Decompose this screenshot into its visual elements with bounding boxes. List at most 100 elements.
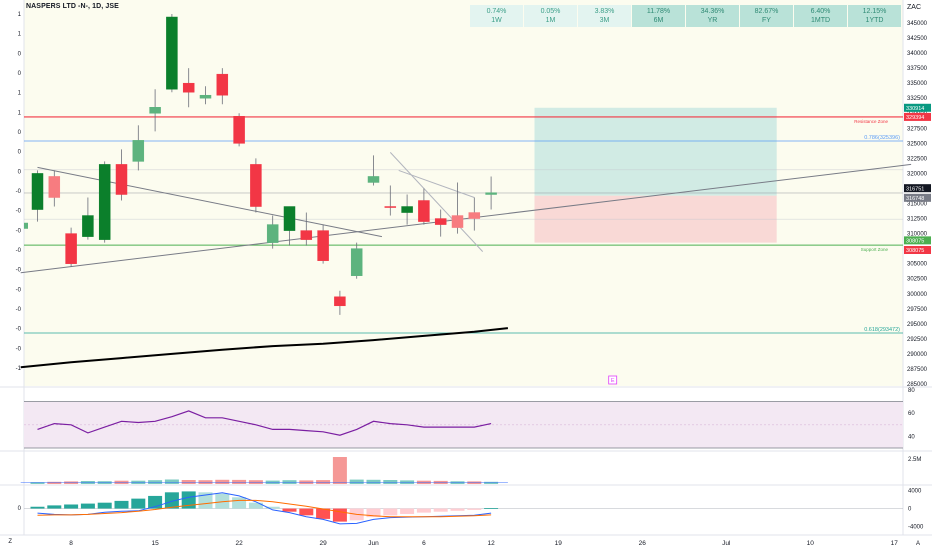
macd-histogram-bar [484, 508, 499, 509]
left-axis-label: 1 [18, 110, 22, 116]
macd-pane[interactable] [24, 491, 903, 525]
rsi-tick-label: 40 [908, 434, 915, 440]
left-lower-label: 0 [18, 506, 22, 512]
support-label: Support Zone [861, 247, 889, 252]
price-tick-label: 305000 [907, 262, 928, 268]
time-tick-label: 15 [151, 540, 159, 547]
time-tick-label: 6 [422, 540, 426, 547]
macd-histogram-bar [299, 508, 314, 516]
performance-value: 0.05% [540, 8, 561, 15]
price-tick-label: 310000 [907, 232, 928, 238]
price-pane[interactable]: Resistance Zone 0.786(325396) Support Zone… [20, 14, 912, 385]
left-axis-label: -0 [16, 189, 22, 195]
performance-period: 1MTD [810, 17, 831, 24]
price-tick-label: 335000 [907, 81, 928, 87]
support-price-badge-2: 308075 [906, 248, 924, 254]
macd-histogram-bar [467, 508, 482, 510]
macd-tick-label: 0 [908, 507, 912, 513]
trendline [398, 169, 475, 198]
candle-body [199, 94, 212, 99]
macd-histogram-bar [47, 505, 62, 509]
macd-histogram-bar [164, 492, 179, 509]
volume-bar [332, 457, 347, 484]
candle-body [31, 173, 44, 210]
trendline [389, 152, 484, 252]
macd-histogram-bar [383, 508, 398, 516]
candle-body [98, 164, 111, 240]
target-price-badge-bg [904, 103, 931, 112]
price-tick-label: 287500 [907, 367, 928, 373]
time-tick-label: 26 [639, 540, 647, 547]
price-tick-label: 345000 [907, 21, 928, 27]
performance-cell-1m: 0.05% 1M [524, 5, 577, 27]
symbol-title[interactable]: NASPERS LTD -N-, 1D, JSE [26, 3, 119, 10]
rsi-tick-label: 60 [908, 411, 915, 417]
price-tick-label: 322500 [907, 156, 928, 162]
candle-body [401, 206, 413, 213]
price-tick-label: 285000 [907, 382, 928, 388]
left-axis-label: 0 [18, 71, 22, 77]
candle-body [317, 230, 329, 261]
price-tick-label: 320000 [907, 171, 928, 177]
macd-histogram-bar [215, 493, 230, 509]
macd-histogram-bar [181, 491, 196, 509]
left-axis-label: -0 [16, 268, 22, 274]
fib-618-label: 0.618(293472) [864, 327, 900, 333]
macd-histogram-bar [450, 508, 465, 511]
last-price-badge: 316751 [906, 186, 924, 192]
performance-cell-3m: 3.83% 3M [578, 5, 631, 27]
volume-bar [316, 480, 331, 484]
performance-value: 82.67% [754, 8, 779, 15]
long-position-target-zone [534, 107, 777, 196]
volume-pane[interactable] [20, 457, 508, 484]
candle-body [132, 140, 145, 162]
time-tick-label: 10 [807, 540, 815, 547]
left-axis-label: 0 [18, 130, 22, 136]
macd-histogram-bar [282, 508, 297, 512]
left-axis-label: -0 [16, 209, 22, 215]
candle-body [434, 218, 447, 225]
left-axis-label: 1 [18, 91, 22, 97]
performance-value: 34.36% [700, 8, 725, 15]
time-tick-label: 19 [555, 540, 563, 547]
macd-histogram-bar [30, 506, 45, 509]
performance-period: 6M [653, 17, 664, 24]
performance-period: FY [762, 17, 771, 24]
axes-layer: 3450003425003400003375003350003325003300… [8, 12, 931, 547]
price-tick-label: 295000 [907, 322, 928, 328]
price-tick-label: 337500 [907, 66, 928, 72]
volume-bar [215, 479, 230, 484]
left-axis-label: -0 [16, 307, 22, 313]
time-tick-label: 12 [487, 540, 495, 547]
currency-label: ZAC [907, 4, 921, 11]
macd-histogram-bar [131, 498, 146, 509]
left-axis-label: -0 [16, 228, 22, 234]
left-axis-label: 1 [18, 12, 22, 18]
volume-bar [366, 479, 381, 484]
trendline [37, 166, 382, 238]
performance-period: 3M [599, 17, 610, 24]
performance-cell-1mtd: 6.40% 1MTD [794, 5, 847, 27]
price-tick-label: 327500 [907, 126, 928, 132]
performance-period: 1W [491, 17, 502, 24]
macd-histogram-bar [114, 500, 129, 509]
left-axis-label: -0 [16, 248, 22, 254]
volume-bar [383, 480, 398, 484]
candle-body [250, 164, 262, 207]
performance-cell-1w: 0.74% 1W [470, 5, 523, 27]
resistance-price-badge-bg [904, 112, 931, 121]
candle-body [468, 212, 481, 219]
left-axis-label: 0 [18, 150, 22, 156]
macd-histogram-bar [400, 508, 415, 514]
rsi-pane[interactable] [24, 401, 903, 449]
candle-body [166, 16, 178, 90]
candle-body [48, 176, 61, 198]
volume-bar [349, 479, 364, 484]
candle-body [149, 107, 161, 114]
candle-body [233, 116, 245, 144]
price-tick-label: 342500 [907, 36, 928, 42]
candle-body [334, 296, 346, 307]
performance-period: 1M [545, 17, 556, 24]
rsi-band [24, 401, 903, 448]
